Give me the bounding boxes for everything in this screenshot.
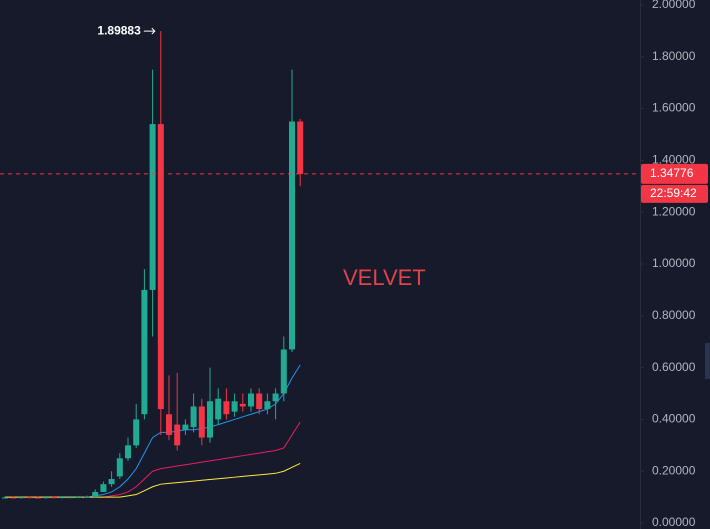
y-tick-label: 0.60000: [652, 360, 696, 374]
candle-body: [215, 398, 222, 420]
candle-body: [239, 403, 246, 407]
y-tick-label: 1.00000: [652, 256, 696, 270]
candle-body: [182, 424, 189, 430]
candle-body: [174, 424, 181, 446]
last-price-tag: [641, 163, 708, 184]
candle-body: [133, 419, 140, 446]
candle-body: [264, 401, 271, 410]
candle-body: [289, 121, 295, 350]
candle-body: [51, 497, 58, 499]
candle-body: [43, 497, 49, 499]
candle-body: [256, 393, 263, 410]
candle-body: [100, 484, 107, 492]
candle-body: [75, 496, 82, 498]
candle-body: [10, 497, 17, 499]
y-tick-label: 1.80000: [652, 49, 696, 63]
countdown-label: 22:59:42: [650, 186, 697, 200]
y-tick-label: 0.00000: [652, 515, 696, 529]
countdown-tag: [641, 184, 708, 203]
candle-body: [248, 393, 254, 407]
high-annotation: 1.89883: [97, 23, 141, 37]
candle-body: [207, 401, 213, 438]
candle-body: [116, 458, 123, 477]
candle-body: [2, 497, 8, 499]
watermark: VELVET: [343, 265, 426, 290]
y-tick-label: 1.40000: [652, 153, 696, 167]
candle-body: [198, 406, 205, 438]
candle-body: [223, 401, 230, 415]
candle-body: [84, 496, 90, 498]
candle-body: [125, 445, 131, 459]
candle-body: [272, 393, 279, 402]
candle-body: [149, 124, 156, 290]
candle-body: [190, 406, 197, 428]
candle-body: [92, 491, 99, 498]
candle-body: [18, 497, 25, 499]
y-tick-label: 0.80000: [652, 308, 696, 322]
candle-body: [297, 121, 304, 174]
high-annotation-arrow: [143, 27, 156, 35]
y-tick-label: 1.20000: [652, 204, 696, 218]
candle-body: [59, 497, 66, 499]
candle-body: [26, 497, 33, 499]
y-tick-label: 1.60000: [652, 101, 696, 115]
candle-body: [34, 497, 41, 499]
candle-body: [280, 349, 287, 394]
candle-body: [108, 479, 115, 485]
y-tick-label: 0.40000: [652, 412, 696, 426]
candle-body: [67, 497, 74, 499]
last-price-label: 1.34776: [650, 166, 694, 180]
candle-body: [141, 289, 148, 415]
y-tick-label: 2.00000: [652, 0, 696, 11]
scroll-handle[interactable]: [705, 343, 710, 379]
candle-body: [166, 414, 172, 435]
y-tick-label: 0.20000: [652, 463, 696, 477]
candle-body: [157, 124, 164, 410]
candle-body: [231, 401, 238, 412]
